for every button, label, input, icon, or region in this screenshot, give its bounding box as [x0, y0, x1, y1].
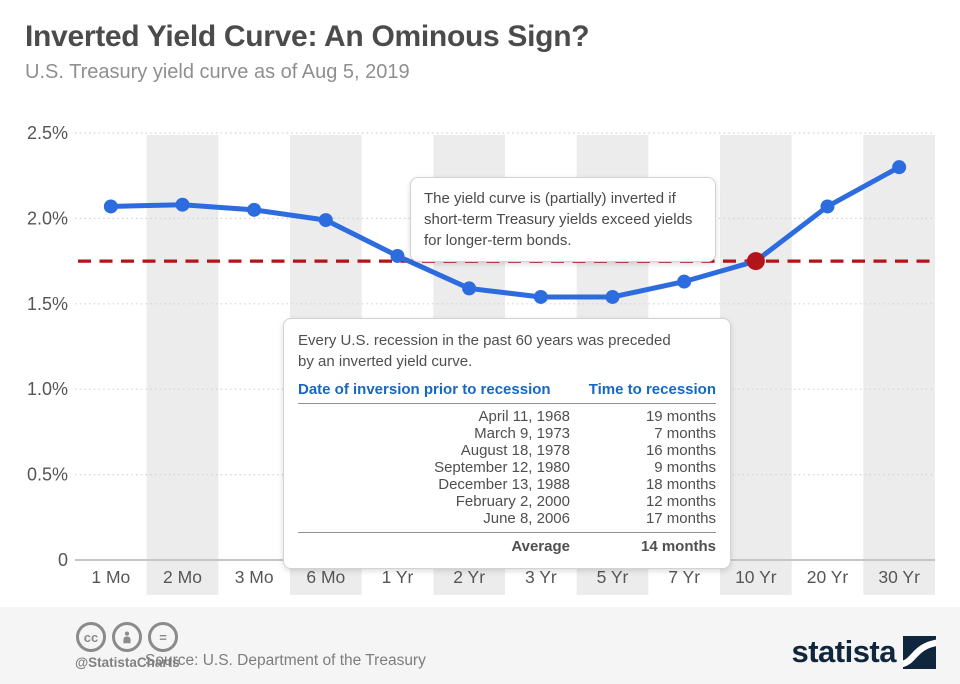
cc-icon: cc [76, 622, 106, 652]
license-icons: cc = [76, 622, 178, 652]
x-tick-label: 1 Mo [91, 567, 130, 587]
data-point [533, 289, 548, 304]
statista-logo: statista [791, 634, 936, 670]
x-tick-label: 2 Mo [163, 567, 202, 587]
x-tick-label: 2 Yr [453, 567, 485, 587]
page-title: Inverted Yield Curve: An Ominous Sign? [25, 20, 590, 53]
recession-table-rows: April 11, 1968 19 months March 9, 1973 7 mo… [298, 404, 716, 532]
recession-table-box: Every U.S. recession in the past 60 year… [283, 318, 731, 569]
x-tick-label: 3 Mo [235, 567, 274, 587]
source-credit: Source: U.S. Department of the Treasury [145, 652, 426, 669]
x-tick-label: 5 Yr [597, 567, 629, 587]
x-tick-label: 20 Yr [807, 567, 849, 587]
inversion-date: September 12, 1980 [434, 459, 570, 476]
inversion-annotation-box: The yield curve is (partially) inverted … [410, 177, 716, 262]
data-point [103, 199, 118, 214]
time-to-recession: 7 months [654, 425, 716, 442]
y-tick-label: 2.0% [27, 208, 68, 228]
table-row: March 9, 1973 7 months [298, 425, 716, 442]
data-point [677, 274, 692, 289]
data-point [462, 281, 477, 296]
table-row: September 12, 1980 9 months [298, 459, 716, 476]
data-point [892, 160, 907, 175]
inversion-date: March 9, 1973 [474, 425, 570, 442]
inversion-date: December 13, 1988 [438, 476, 570, 493]
x-tick-label: 1 Yr [382, 567, 414, 587]
inversion-date: June 8, 2006 [483, 510, 570, 527]
inversion-date: April 11, 1968 [478, 408, 570, 425]
statista-handle: @StatistaCharts [75, 655, 180, 670]
statista-logo-mark [903, 635, 936, 669]
chart-header: Inverted Yield Curve: An Ominous Sign? U… [25, 20, 590, 84]
y-tick-label: 1.5% [27, 294, 68, 314]
x-tick-label: 30 Yr [878, 567, 920, 587]
data-point [247, 202, 262, 217]
attribution-person-icon [123, 631, 131, 644]
data-point [820, 199, 835, 214]
inversion-annotation-text: The yield curve is (partially) inverted … [424, 190, 693, 249]
col-header-date: Date of inversion prior to recession [298, 381, 551, 398]
nd-glyph: = [159, 629, 167, 645]
highlight-point-10yr [746, 252, 765, 271]
recession-table-intro: Every U.S. recession in the past 60 year… [298, 332, 671, 370]
no-derivatives-icon: = [148, 622, 178, 652]
y-tick-label: 2.5% [27, 123, 68, 143]
time-to-recession: 12 months [645, 493, 716, 510]
summary-label: Average [511, 538, 570, 555]
inversion-date: August 18, 1978 [460, 442, 570, 459]
statista-wordmark: statista [791, 634, 896, 669]
x-tick-label: 3 Yr [525, 567, 557, 587]
recession-table-summary: Average 14 months [298, 532, 716, 555]
x-tick-label: 7 Yr [668, 567, 700, 587]
x-tick-label: 6 Mo [306, 567, 345, 587]
table-row: August 18, 1978 16 months [298, 442, 716, 459]
yield-curve-line [108, 164, 902, 300]
table-row: February 2, 2000 12 months [298, 493, 716, 510]
table-row: June 8, 2006 17 months [298, 510, 716, 527]
page-subtitle: U.S. Treasury yield curve as of Aug 5, 2… [25, 61, 410, 83]
time-to-recession: 9 months [654, 459, 716, 476]
column-band [863, 135, 935, 595]
data-point [390, 248, 405, 263]
data-point [175, 197, 190, 212]
cc-glyph: cc [83, 629, 99, 645]
table-row: April 11, 1968 19 months [298, 408, 716, 425]
time-to-recession: 19 months [645, 408, 716, 425]
recession-table-header: Date of inversion prior to recession Tim… [298, 381, 716, 404]
inversion-date: February 2, 2000 [455, 493, 570, 510]
col-header-time: Time to recession [588, 381, 716, 398]
y-tick-label: 1.0% [27, 379, 68, 399]
time-to-recession: 18 months [645, 476, 716, 493]
data-point [605, 289, 620, 304]
y-tick-label: 0.5% [27, 465, 68, 485]
y-tick-label: 0 [58, 550, 68, 570]
table-row: December 13, 1988 18 months [298, 476, 716, 493]
x-tick-label: 10 Yr [735, 567, 777, 587]
summary-value: 14 months [640, 538, 716, 555]
data-point [318, 213, 333, 228]
time-to-recession: 17 months [645, 510, 716, 527]
column-band [720, 135, 792, 595]
time-to-recession: 16 months [645, 442, 716, 459]
attribution-icon [112, 622, 142, 652]
